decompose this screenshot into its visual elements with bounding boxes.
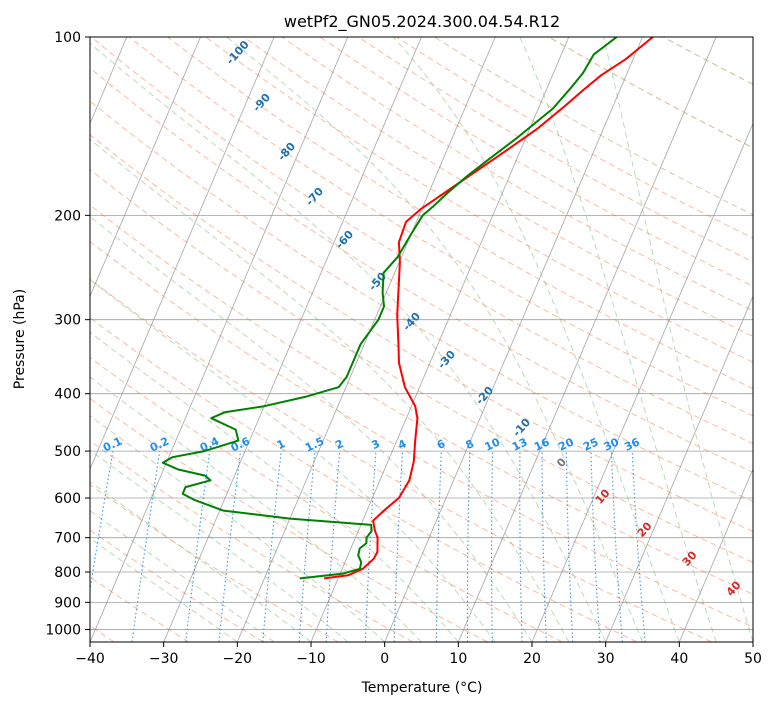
y-tick-label: 200 [54, 208, 81, 224]
isotherm [90, 37, 275, 471]
isotherm [457, 37, 717, 642]
temperature-line [323, 37, 654, 580]
mixing-ratio-label: 13 [510, 435, 529, 453]
moist-adiabat [90, 537, 238, 642]
dry-adiabat [90, 241, 753, 628]
isotherm [90, 37, 349, 642]
mixing-ratio-line [631, 451, 646, 642]
y-axis-ticks: 100 200 300 400 500 600 700 800 900 1000 [45, 30, 90, 638]
x-tick-label: −20 [223, 651, 253, 667]
moist-adiabat [90, 279, 496, 642]
moist-adiabat [90, 215, 533, 642]
y-tick-label: 1000 [45, 622, 81, 638]
moist-adiabat [90, 331, 459, 642]
isotherm [384, 37, 643, 642]
mixing-ratio-label: 25 [581, 435, 600, 453]
y-tick-label: 400 [54, 387, 81, 403]
isotherm [90, 37, 201, 298]
mixing-ratio-label: 30 [602, 435, 622, 453]
isotherm [531, 122, 753, 642]
x-tick-label: 30 [597, 651, 615, 667]
x-axis-ticks: −40 −30 −20 −10 0 10 20 30 40 50 [75, 642, 762, 667]
y-tick-label: 500 [54, 444, 81, 460]
dry-adiabat [90, 100, 753, 503]
dry-adiabat [90, 529, 264, 642]
dry-adiabat [281, 37, 753, 312]
y-tick-label: 800 [54, 565, 81, 581]
skewed-isotherms [90, 37, 753, 642]
x-tick-label: −40 [75, 651, 105, 667]
moist-adiabat [519, 37, 717, 642]
pressure-gridlines [90, 37, 753, 630]
profile-series [161, 37, 654, 580]
y-tick-label: 100 [54, 30, 81, 46]
moist-adiabat [90, 449, 349, 642]
isotherm [605, 295, 753, 642]
mixing-ratio-line [90, 451, 114, 594]
dry-adiabat [90, 397, 488, 642]
moist-adiabat [90, 481, 312, 642]
moist-adiabat [90, 138, 570, 642]
moist-adiabat [90, 415, 386, 642]
dry-adiabat [243, 37, 753, 337]
y-tick-label: 700 [54, 531, 81, 547]
mixing-ratio-line [218, 451, 242, 642]
dry-adiabat [90, 204, 753, 595]
isotherm [163, 37, 422, 642]
x-tick-label: −30 [149, 651, 179, 667]
x-tick-label: −10 [296, 651, 326, 667]
x-axis-label: Temperature (°C) [361, 680, 483, 696]
x-tick-label: 40 [670, 651, 688, 667]
y-axis-label: Pressure (hPa) [12, 289, 28, 389]
mixing-ratio-label: 10 [483, 435, 503, 453]
x-tick-label: 20 [523, 651, 541, 667]
dry-adiabat [90, 168, 753, 564]
isotherm [678, 468, 753, 642]
x-tick-label: 50 [744, 651, 762, 667]
x-tick-label: 0 [380, 651, 389, 667]
moist-adiabat [392, 37, 680, 642]
dry-adiabat [90, 37, 753, 445]
dry-adiabat [90, 317, 638, 642]
dry-adiabat [90, 484, 339, 642]
moist-adiabat [90, 376, 422, 642]
dry-adiabat [90, 278, 712, 642]
y-tick-label: 300 [54, 313, 81, 329]
mixing-ratio-line [185, 451, 211, 642]
mixing-ratio-label: 20 [556, 435, 576, 453]
mixing-ratio-label: 16 [532, 435, 552, 453]
mixing-ratio-line [298, 451, 316, 642]
dry-adiabat [90, 356, 563, 642]
mixing-ratio-label: 36 [622, 435, 642, 453]
dry-adiabat [90, 134, 753, 533]
y-tick-label: 900 [54, 595, 81, 611]
moist-adiabat [90, 42, 607, 642]
plot-frame [89, 36, 754, 643]
moist-adiabat [603, 37, 753, 642]
moist-adiabat [226, 37, 643, 642]
x-tick-label: 10 [449, 651, 467, 667]
isotherm [236, 37, 496, 642]
moist-adiabats [90, 37, 753, 642]
dry-adiabat [129, 37, 753, 417]
dewpoint-line [161, 37, 618, 580]
mixing-ratio-line [262, 451, 282, 642]
y-tick-label: 600 [54, 491, 81, 507]
chart-title: wetPf2_GN05.2024.300.04.54.R12 [284, 12, 560, 32]
